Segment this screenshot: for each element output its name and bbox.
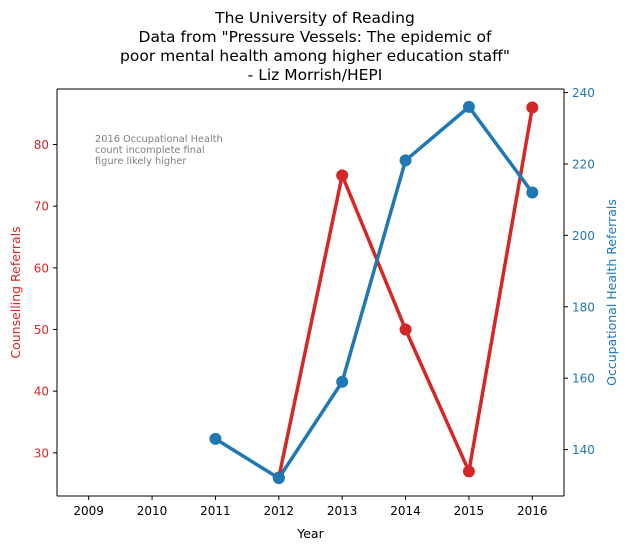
occupational-health-data-point xyxy=(272,472,285,485)
x-tick-label: 2016 xyxy=(517,504,548,518)
annotation-line: 2016 Occupational Health xyxy=(95,134,223,145)
x-tick-label: 2014 xyxy=(390,504,421,518)
chart-title-line-4: - Liz Morrish/HEPI xyxy=(247,66,383,84)
left-tick-label: 30 xyxy=(34,446,49,460)
left-y-axis: 30 40 50 60 70 80 xyxy=(34,138,57,460)
occupational-health-data-point xyxy=(526,186,539,199)
right-tick-label: 200 xyxy=(572,229,595,243)
right-tick-label: 160 xyxy=(572,372,595,386)
x-tick-label: 2012 xyxy=(264,504,295,518)
x-tick-label: 2010 xyxy=(137,504,168,518)
chart-title-line-2: Data from "Pressure Vessels: The epidemi… xyxy=(138,28,492,46)
counselling-data-point xyxy=(399,323,412,336)
annotation-line: figure likely higher xyxy=(95,156,187,167)
occupational-health-series-line xyxy=(213,105,535,480)
x-axis-label: Year xyxy=(296,526,324,541)
chart-title-line-3: poor mental health among higher educatio… xyxy=(120,47,510,65)
x-axis: 2009 2010 2011 2012 2013 2014 2015 2016 xyxy=(73,496,548,518)
counselling-data-point xyxy=(336,169,349,182)
occupational-health-data-point xyxy=(336,375,349,388)
left-tick-label: 40 xyxy=(34,385,49,399)
right-tick-label: 140 xyxy=(572,443,595,457)
counselling-data-point xyxy=(462,465,475,478)
plot-frame xyxy=(56,88,565,497)
x-tick-label: 2011 xyxy=(200,504,231,518)
left-tick-label: 70 xyxy=(34,200,49,214)
chart-title-line-1: The University of Reading xyxy=(215,9,415,27)
x-tick-label: 2013 xyxy=(327,504,358,518)
x-tick-label: 2009 xyxy=(73,504,104,518)
right-y-axis: 140 160 180 200 220 240 xyxy=(564,86,595,457)
left-tick-label: 80 xyxy=(34,138,49,152)
occupational-health-data-point xyxy=(462,100,475,113)
counselling-data-point xyxy=(526,101,539,114)
occupational-health-data-point xyxy=(399,154,412,167)
right-tick-label: 240 xyxy=(572,86,595,100)
right-tick-label: 220 xyxy=(572,157,595,171)
series-layer xyxy=(209,100,539,485)
left-tick-label: 60 xyxy=(34,261,49,275)
right-tick-label: 180 xyxy=(572,300,595,314)
annotation-line: count incomplete final xyxy=(95,145,205,156)
right-y-axis-label: Occupational Health Referrals xyxy=(604,199,619,386)
left-tick-label: 50 xyxy=(34,323,49,337)
occupational-health-data-point xyxy=(209,432,222,445)
x-tick-label: 2015 xyxy=(454,504,485,518)
left-y-axis-label: Counselling Referrals xyxy=(8,226,23,358)
